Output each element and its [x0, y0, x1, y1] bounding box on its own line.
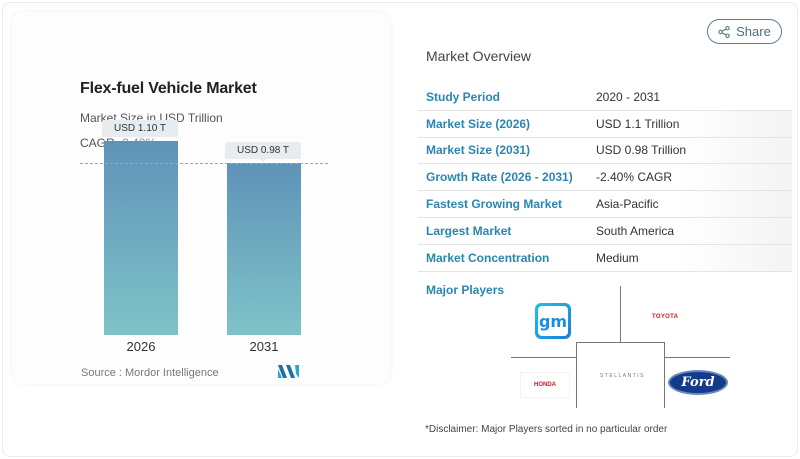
- players-divider: [664, 342, 665, 408]
- ford-logo: Ford: [668, 370, 728, 395]
- disclaimer-text: *Disclaimer: Major Players sorted in no …: [425, 424, 668, 435]
- overview-row: Market Size (2031) USD 0.98 Trillion: [418, 137, 792, 165]
- overview-key: Study Period: [426, 89, 501, 104]
- overview-key: Largest Market: [426, 223, 512, 238]
- overview-value: 2020 - 2031: [596, 89, 661, 104]
- players-divider: [620, 286, 621, 343]
- bar-2026: [104, 141, 178, 335]
- overview-key: Market Size (2026): [426, 116, 531, 131]
- share-button[interactable]: Share: [707, 19, 782, 44]
- players-divider: [576, 342, 577, 408]
- overview-value: South America: [596, 223, 675, 238]
- source-text: Source : Mordor Intelligence: [81, 367, 219, 379]
- stellantis-logo: STELLANTIS: [600, 373, 646, 379]
- overview-row: Largest Market South America: [418, 217, 792, 245]
- overview-value: Medium: [596, 250, 639, 265]
- major-players-title: Major Players: [426, 283, 505, 297]
- honda-logo: HONDA: [520, 372, 570, 398]
- overview-value: USD 1.1 Trillion: [596, 116, 680, 131]
- market-overview-table: Study Period 2020 - 2031 Market Size (20…: [418, 84, 792, 272]
- bar-label-2031: USD 0.98 T: [225, 142, 301, 162]
- overview-value: Asia-Pacific: [596, 197, 659, 212]
- honda-logo-text: HONDA: [534, 382, 556, 388]
- market-overview-title: Market Overview: [426, 48, 532, 64]
- chart-title: Flex-fuel Vehicle Market: [80, 80, 257, 97]
- overview-value: USD 0.98 Trillion: [596, 143, 687, 158]
- overview-row: Market Concentration Medium: [418, 244, 792, 272]
- reference-dashed-line: [80, 163, 328, 164]
- x-tick-2026: 2026: [126, 339, 156, 354]
- overview-key: Market Concentration: [426, 250, 550, 265]
- toyota-logo: TOYOTA: [652, 314, 679, 320]
- overview-row: Market Size (2026) USD 1.1 Trillion: [418, 110, 792, 138]
- overview-value: -2.40% CAGR: [596, 170, 673, 185]
- bar-2031: [227, 163, 301, 335]
- gm-logo-text: gm: [538, 306, 568, 336]
- overview-key: Market Size (2031): [426, 143, 531, 158]
- players-divider: [665, 357, 730, 358]
- overview-row: Growth Rate (2026 - 2031) -2.40% CAGR: [418, 164, 792, 192]
- bar-label-2026: USD 1.10 T: [102, 120, 178, 140]
- overview-row: Study Period 2020 - 2031: [418, 84, 792, 111]
- gm-logo: gm: [535, 303, 571, 339]
- overview-key: Fastest Growing Market: [426, 197, 563, 212]
- players-divider: [511, 357, 576, 358]
- mordor-intelligence-logo: [278, 365, 299, 378]
- players-divider: [576, 342, 665, 343]
- overview-row: Fastest Growing Market Asia-Pacific: [418, 191, 792, 218]
- share-label: Share: [736, 24, 771, 39]
- x-tick-2031: 2031: [249, 339, 279, 354]
- share-icon: [718, 25, 730, 38]
- overview-key: Growth Rate (2026 - 2031): [426, 170, 573, 185]
- chart-card: [12, 12, 390, 384]
